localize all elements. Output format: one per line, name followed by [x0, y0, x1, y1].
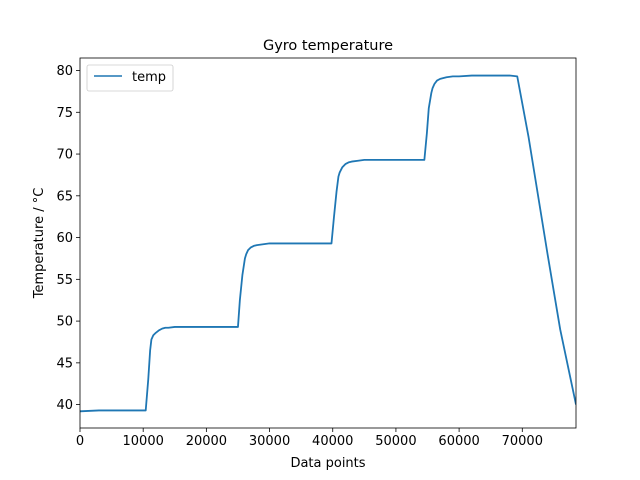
y-tick-label: 80: [56, 64, 73, 79]
y-tick-label: 55: [56, 273, 73, 288]
x-axis-label: Data points: [290, 456, 365, 471]
x-axis: 0 10000 20000 30000 40000 50000 60000 70000: [76, 428, 543, 449]
y-axis: 40 45 50 55 60 65 70 75 80: [56, 64, 80, 413]
y-tick-label: 70: [56, 148, 73, 163]
y-tick-label: 40: [56, 398, 73, 413]
y-tick-label: 75: [56, 106, 73, 121]
y-tick-label: 65: [56, 189, 73, 204]
x-tick-label: 50000: [375, 434, 416, 449]
series-line-temp: [80, 74, 576, 413]
x-tick-label: 40000: [312, 434, 353, 449]
y-tick-label: 60: [56, 231, 73, 246]
y-tick-label: 50: [56, 315, 73, 330]
x-tick-label: 10000: [123, 434, 164, 449]
x-tick-label: 20000: [186, 434, 227, 449]
plot-area: [80, 74, 576, 413]
x-tick-label: 30000: [249, 434, 290, 449]
y-tick-label: 45: [56, 356, 73, 371]
chart-title: Gyro temperature: [263, 38, 393, 54]
y-axis-label: Temperature / °C: [32, 188, 47, 300]
legend: temp: [86, 64, 174, 92]
axes-frame: [79, 57, 577, 429]
x-tick-label: 60000: [438, 434, 479, 449]
legend-box: [86, 64, 174, 92]
x-tick-label: 70000: [502, 434, 543, 449]
x-tick-label: 0: [76, 434, 84, 449]
legend-label: temp: [132, 70, 166, 85]
